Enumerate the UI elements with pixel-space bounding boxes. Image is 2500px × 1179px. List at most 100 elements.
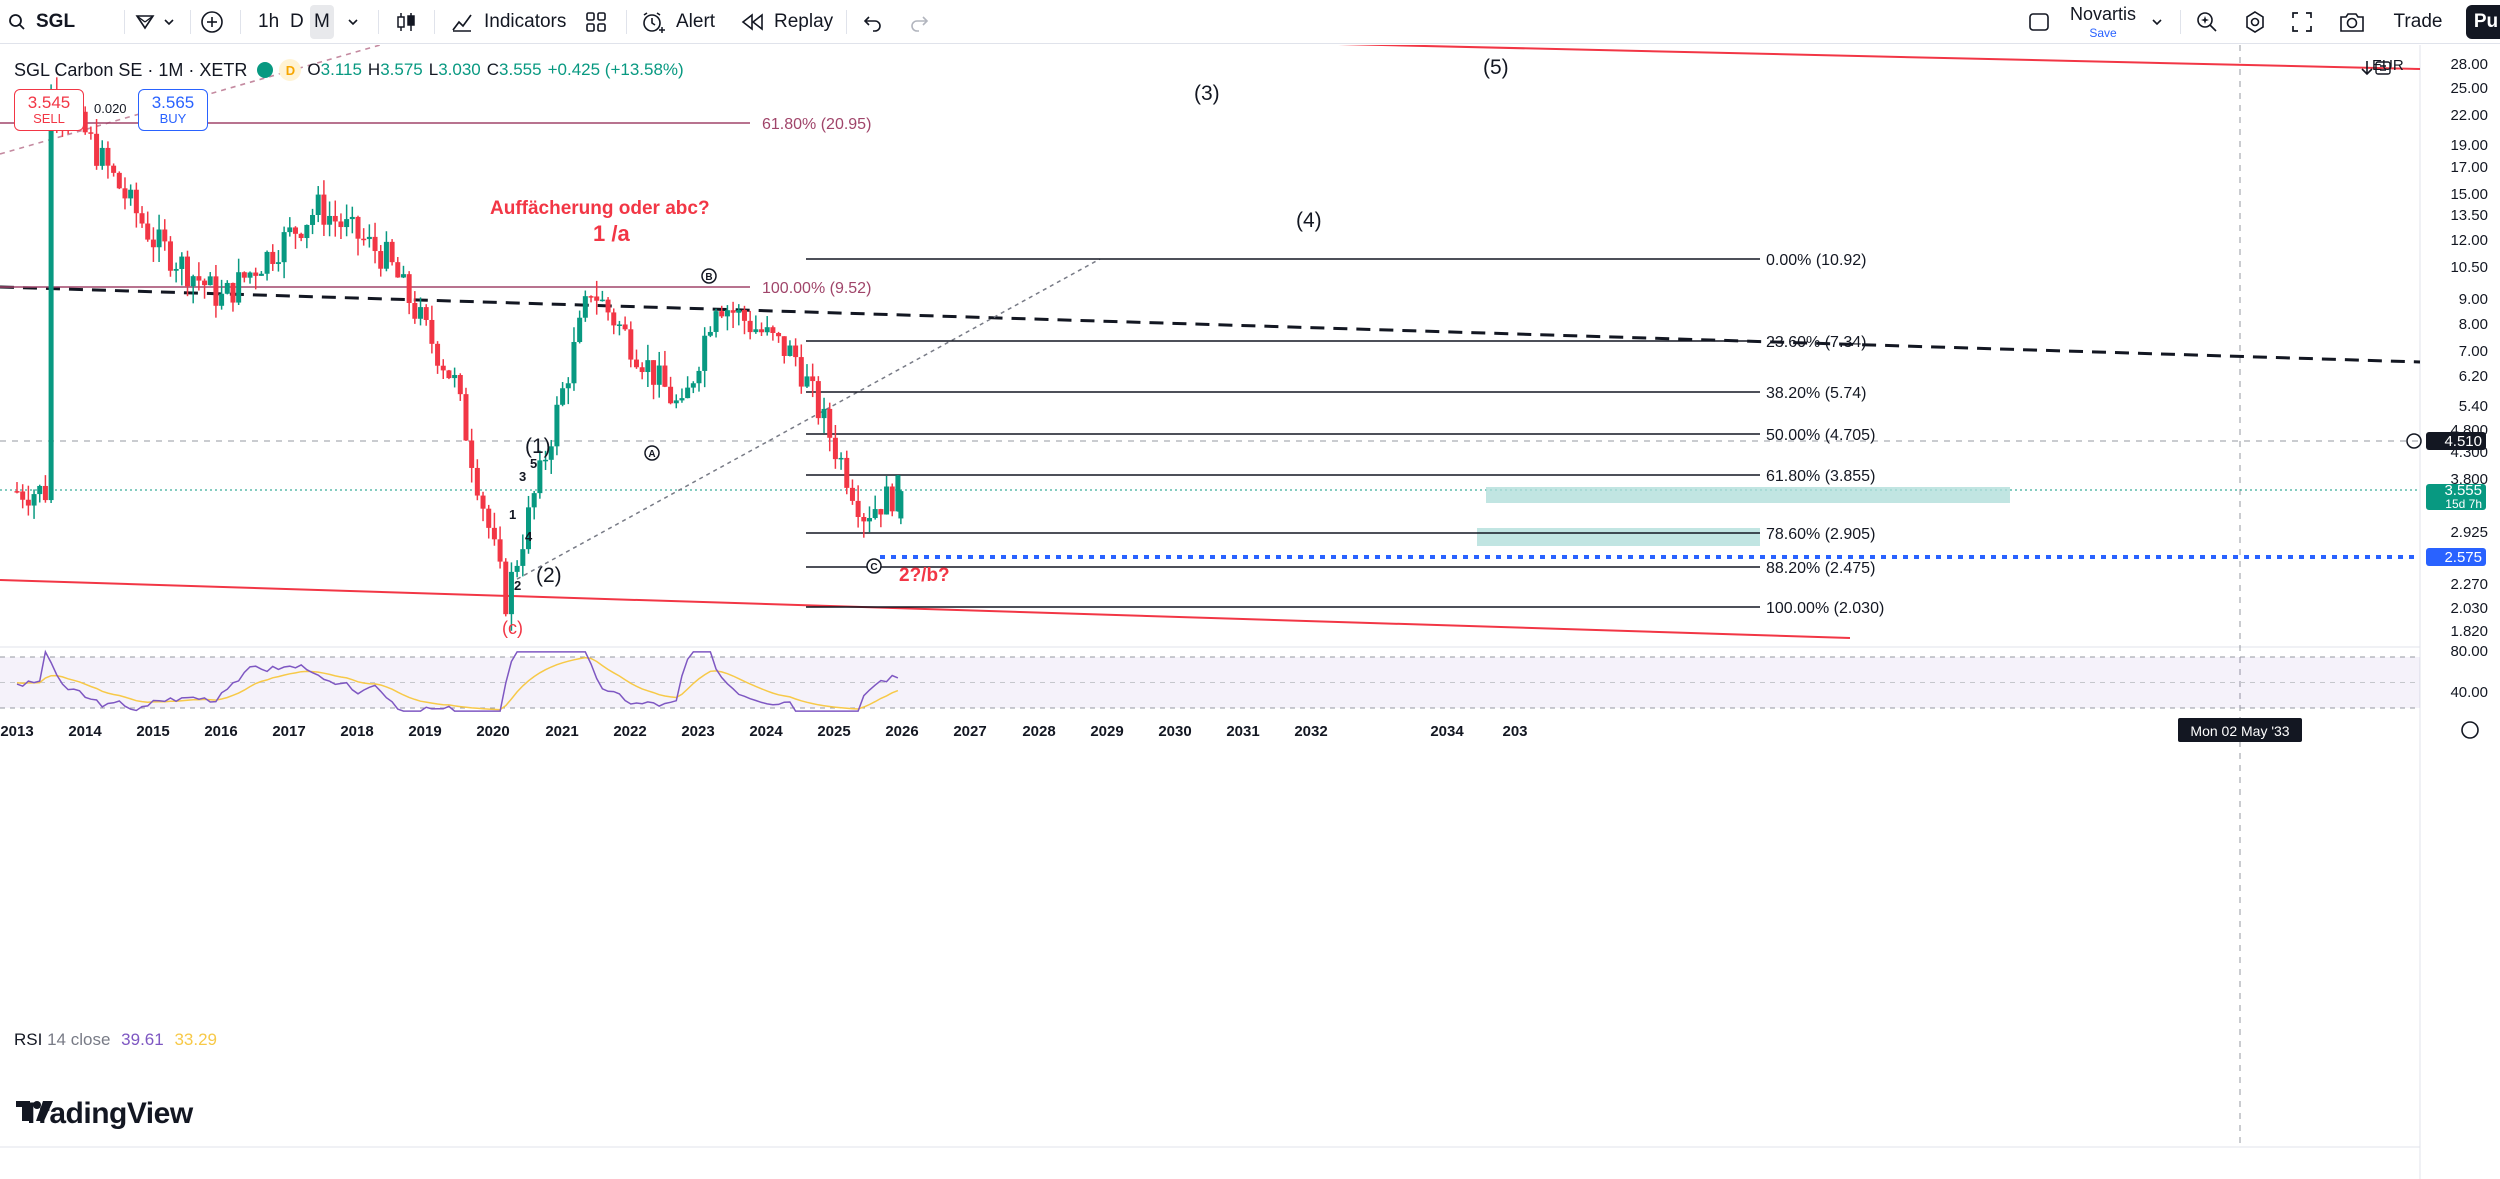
chevron-down-icon — [2152, 19, 2162, 26]
undo-button[interactable] — [862, 0, 884, 44]
fib-level-label: 23.60% (7.34) — [1766, 334, 1867, 351]
tradingview-logo[interactable]: TradingView — [16, 1097, 193, 1131]
redo-icon — [911, 16, 929, 32]
timeframe-d[interactable]: D — [286, 0, 308, 44]
timeframe-m[interactable]: M — [310, 0, 334, 44]
old-fib-label: 61.80% (20.95) — [762, 116, 871, 133]
fullscreen-button[interactable] — [2290, 0, 2314, 44]
wave-label-4: (4) — [1296, 209, 1322, 232]
candle-body — [594, 296, 600, 301]
candle-body — [20, 491, 26, 500]
time-axis-label: 2023 — [681, 723, 714, 740]
target-zone-lower — [1477, 528, 1760, 546]
price-axis-label: 8.00 — [2459, 316, 2488, 333]
candle-body — [895, 475, 901, 512]
fib-level-label: 100.00% (2.030) — [1766, 600, 1884, 617]
refresh-icon[interactable] — [2372, 57, 2394, 79]
candle-body — [514, 565, 520, 572]
buy-button[interactable]: 3.565 BUY — [138, 89, 208, 131]
timeframe-1h[interactable]: 1h — [254, 0, 283, 44]
price-axis-label: 17.00 — [2450, 159, 2488, 176]
time-axis-label: 203 — [1502, 723, 1527, 740]
candle-body — [821, 408, 827, 419]
timeframe-label: D — [290, 11, 304, 32]
currency-label[interactable]: EUR — [2372, 57, 2404, 74]
fib-level-label: 50.00% (4.705) — [1766, 427, 1875, 444]
wave-label-c: (c) — [502, 618, 523, 638]
price-axis-label: 19.00 — [2450, 137, 2488, 154]
candle-body — [42, 485, 48, 501]
candle-body — [645, 360, 651, 373]
candle-body — [31, 494, 37, 506]
candle-body — [145, 223, 151, 240]
candle-body — [599, 299, 605, 302]
templates-button[interactable] — [584, 0, 608, 44]
price-axis-label: 3.800 — [2450, 471, 2488, 488]
time-axis-label: 2027 — [953, 723, 986, 740]
chart-area[interactable]: 61.80% (20.95) 100.00% (9.52) 0.00% (10.92… — [0, 45, 2500, 1179]
candle-body — [736, 309, 742, 313]
sell-button[interactable]: 3.545 SELL — [14, 89, 84, 131]
watchlist-flag-button[interactable] — [134, 0, 176, 44]
symbol-search[interactable]: SGL — [8, 0, 128, 44]
chevron-down-icon — [348, 19, 358, 26]
layout-name-button[interactable]: Novartis Save — [2070, 0, 2136, 44]
candle-body — [759, 329, 765, 333]
rsi-axis-label: 40.00 — [2450, 684, 2488, 701]
quick-search-button[interactable] — [2194, 0, 2220, 44]
add-symbol-button[interactable] — [200, 0, 224, 44]
candle-body — [122, 188, 128, 199]
candle-body — [815, 381, 821, 419]
arrow-down-icon[interactable] — [2356, 57, 2378, 79]
indicators-button[interactable]: Indicators — [450, 0, 566, 44]
candle-body — [855, 500, 861, 517]
top-toolbar: SGL 1h D M Indicators Alert Replay — [0, 0, 2500, 44]
timeframe-dropdown[interactable] — [346, 0, 360, 44]
candle-body — [787, 345, 793, 356]
price-marker-sub: 15d 7h — [2445, 497, 2482, 511]
candle-body — [662, 365, 668, 387]
price-marker-last — [2426, 484, 2486, 510]
time-axis-label: 2015 — [136, 723, 169, 740]
candles-group — [14, 77, 904, 631]
rsi-ma-value: 33.29 — [174, 1030, 217, 1049]
sub-wave-2: 2 — [514, 578, 521, 593]
candle-body — [548, 446, 554, 460]
layout-select-checkbox[interactable] — [2028, 0, 2050, 44]
candle-body — [770, 327, 776, 333]
price-marker-label: 4.510 — [2444, 433, 2482, 450]
publish-button[interactable]: Pu — [2466, 5, 2500, 39]
settings-button[interactable] — [2242, 0, 2268, 44]
chart-type-button[interactable] — [394, 0, 418, 44]
snapshot-button[interactable] — [2338, 0, 2366, 44]
fib-trend-line — [509, 258, 1101, 584]
timeframe-label: M — [310, 5, 334, 39]
candle-body — [292, 227, 298, 234]
wave-label-1: (1) — [525, 435, 551, 458]
layout-dropdown[interactable] — [2150, 0, 2164, 44]
candle-body — [361, 238, 367, 241]
candle-body — [685, 387, 691, 399]
candle-body — [338, 221, 344, 228]
trade-button[interactable]: Trade — [2382, 0, 2454, 44]
rsi-value: 39.61 — [121, 1030, 164, 1049]
redo-button[interactable] — [908, 0, 930, 44]
wave-label-2b: 2?/b? — [899, 565, 950, 586]
save-label: Save — [2089, 26, 2117, 40]
chart-canvas[interactable]: 61.80% (20.95) 100.00% (9.52) 0.00% (10.92… — [0, 45, 2500, 1179]
candle-body — [224, 282, 230, 294]
time-axis-label: 2024 — [749, 723, 783, 740]
candle-body — [861, 516, 867, 522]
wave-circle-marker — [701, 268, 717, 284]
candle-body — [14, 491, 20, 493]
candle-body — [480, 495, 486, 509]
rsi-line — [16, 649, 899, 712]
target-zone-upper — [1486, 487, 2010, 503]
spread-value: 0.020 — [94, 101, 127, 116]
candle-body — [679, 398, 685, 401]
candle-body — [508, 571, 514, 615]
replay-button[interactable]: Replay — [740, 0, 833, 44]
candle-body — [156, 229, 162, 248]
candle-body — [844, 457, 850, 488]
alert-button[interactable]: Alert — [640, 0, 715, 44]
